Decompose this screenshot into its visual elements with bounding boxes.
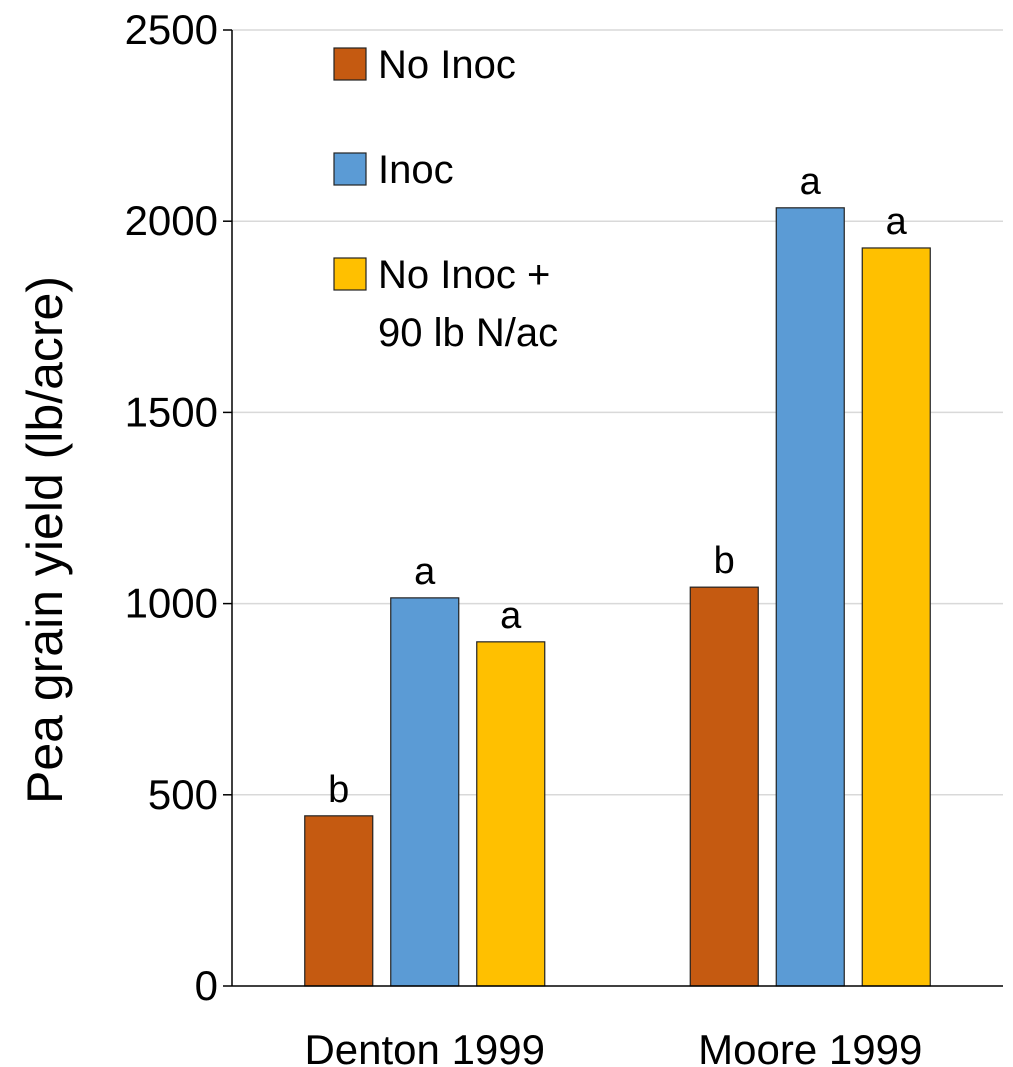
data-label: a bbox=[886, 201, 908, 243]
data-label: a bbox=[800, 161, 822, 203]
y-tick-label: 0 bbox=[195, 962, 218, 1009]
y-tick-label: 2500 bbox=[125, 6, 218, 53]
legend: No Inoc Inoc No Inoc + 90 lb N/ac bbox=[333, 43, 558, 355]
legend-swatch bbox=[333, 47, 367, 81]
x-tick-label: Moore 1999 bbox=[698, 1026, 922, 1067]
legend-label: No Inoc bbox=[378, 43, 516, 87]
y-axis: 0 500 1000 1500 2000 2500 bbox=[125, 6, 233, 1009]
bar bbox=[390, 597, 460, 987]
bars: b a a b a a bbox=[304, 161, 931, 987]
x-tick-label: Denton 1999 bbox=[304, 1026, 545, 1067]
y-axis-label: Pea grain yield (lb/acre) bbox=[17, 276, 73, 804]
bar bbox=[775, 207, 845, 987]
y-tick-label: 2000 bbox=[125, 197, 218, 244]
data-label: a bbox=[414, 551, 436, 593]
bar bbox=[689, 586, 759, 987]
x-axis: Denton 1999 Moore 1999 bbox=[232, 985, 1003, 1067]
data-label: b bbox=[328, 769, 349, 811]
legend-swatch bbox=[333, 152, 367, 186]
bar bbox=[304, 815, 374, 987]
bar bbox=[861, 247, 931, 987]
y-tick-label: 1000 bbox=[125, 580, 218, 627]
data-label: a bbox=[500, 595, 522, 637]
legend-label: Inoc bbox=[378, 148, 454, 192]
legend-label: No Inoc + bbox=[378, 253, 550, 297]
y-tick-label: 1500 bbox=[125, 388, 218, 435]
legend-swatch bbox=[333, 257, 367, 291]
legend-label: 90 lb N/ac bbox=[378, 311, 558, 355]
data-label: b bbox=[714, 540, 735, 582]
bar bbox=[476, 641, 546, 987]
y-tick-label: 500 bbox=[148, 771, 218, 818]
